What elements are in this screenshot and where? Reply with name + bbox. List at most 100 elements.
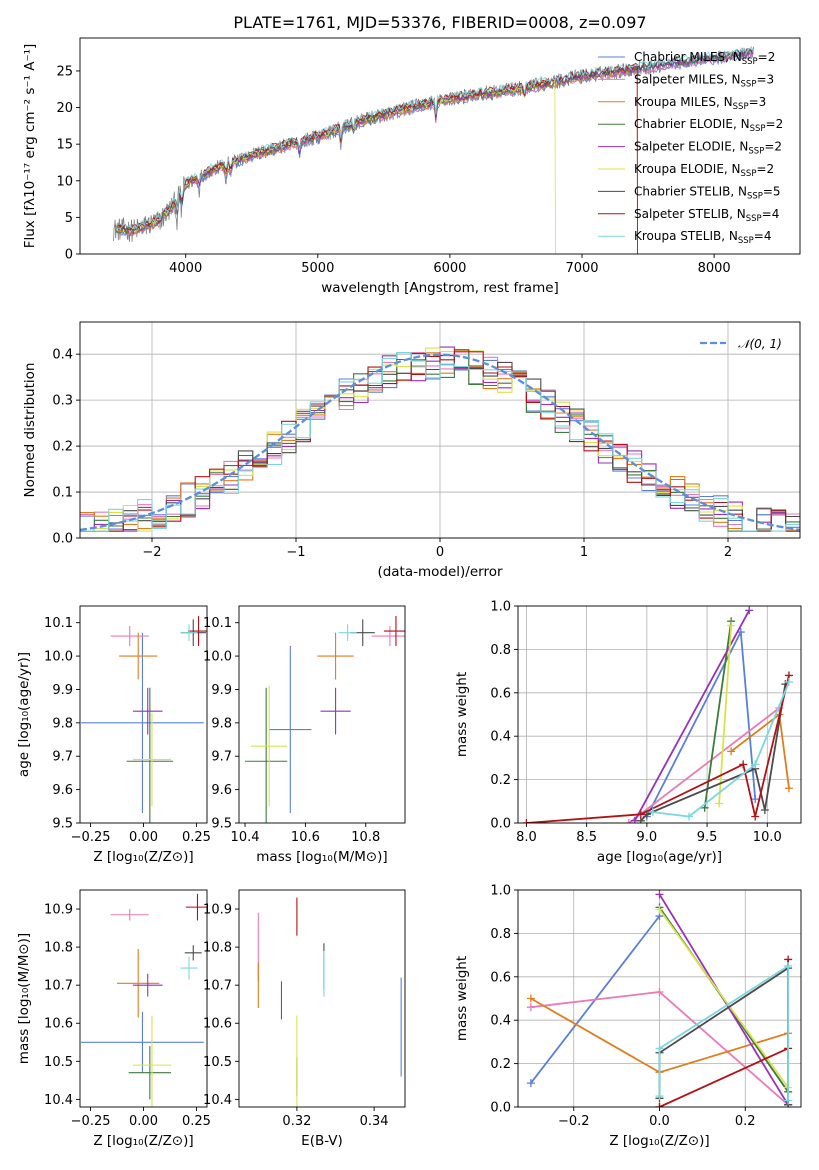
axes-frame: −0.25 0.00 0.25 10.4 10.5 10.6 10.7 10.8 10.9 Z [… — [16, 889, 211, 1149]
x-axis-label: (data-model)/error — [377, 564, 503, 580]
series-marker — [715, 799, 724, 808]
point-kroupa-stelib — [180, 956, 198, 980]
y-tick-label: 10.7 — [203, 979, 232, 994]
y-tick-label: 9.5 — [211, 817, 232, 832]
series-marker — [526, 994, 535, 1003]
series-marker — [784, 677, 793, 686]
legend-label-text: Salpeter ELODIE, N — [634, 140, 748, 154]
x-axis-label: Z [log₁₀(Z/Z⊙)] — [609, 1133, 709, 1149]
series-marker — [655, 1103, 664, 1107]
legend-label-normal: 𝒩(0, 1) — [738, 337, 782, 351]
point-kroupa-miles — [317, 632, 354, 680]
legend-label-kroupa-miles: Kroupa MILES, NSSP=3 — [634, 95, 766, 112]
legend-label-salpeter-elodie: Salpeter ELODIE, NSSP=2 — [634, 140, 782, 157]
series-marker — [751, 795, 760, 804]
legend-label-text: Chabrier STELIB, N — [634, 184, 747, 198]
point-chabrier-elodie — [126, 687, 174, 823]
legend-label-subscript: SSP — [747, 191, 763, 201]
x-tick-label: 0.32 — [282, 1114, 311, 1129]
y-tick-label: 0.6 — [490, 970, 511, 985]
y-axis-label: Flux [fλ10⁻¹⁷ erg cm⁻² s⁻¹ A⁻¹] — [22, 44, 38, 249]
point-salpeter-stelib — [185, 893, 207, 921]
point-kroupa-elodie — [251, 686, 288, 807]
legend-label-subscript: SSP — [733, 102, 749, 112]
y-tick-label: 0.4 — [52, 348, 73, 363]
point-chabrier-miles — [269, 646, 312, 813]
x-tick-label: 0.25 — [182, 830, 211, 845]
model-spectrum-kroupa-elodie — [115, 77, 557, 254]
model-spectrum-kroupa-miles — [115, 66, 638, 254]
y-tick-label: 9.9 — [211, 683, 232, 698]
axes-border — [79, 605, 208, 824]
axes-frame: 0.32 0.34 10.4 10.5 10.6 10.7 10.8 10.9 E(B-V) — [203, 889, 406, 1149]
figure-title: PLATE=1761, MJD=53376, FIBERID=0008, z=0… — [233, 13, 646, 32]
x-axis-label: E(B-V) — [301, 1133, 343, 1149]
series-marker — [751, 760, 760, 769]
legend-label-salpeter-stelib: Salpeter STELIB, NSSP=4 — [634, 207, 779, 224]
legend-label-text: Chabrier MILES, N — [634, 50, 742, 64]
legend-label-value: =4 — [762, 207, 780, 221]
y-tick-label: 0.0 — [490, 1101, 511, 1116]
x-tick-label: 10.0 — [753, 830, 782, 845]
point-kroupa-elodie — [132, 712, 172, 807]
series-marker — [760, 805, 769, 814]
x-tick-label: −2 — [142, 545, 161, 560]
legend-label-chabrier-miles: Chabrier MILES, NSSP=2 — [634, 50, 775, 67]
series-line — [658, 908, 789, 1089]
legend-label-kroupa-elodie: Kroupa ELODIE, NSSP=2 — [634, 162, 774, 179]
legend-label-text: Salpeter MILES, N — [634, 72, 741, 86]
plot-area — [526, 890, 793, 1107]
mass-vs-metallicity-panel: −0.25 0.00 0.25 10.4 10.5 10.6 10.7 10.8 10.9 Z [… — [16, 889, 211, 1149]
series-line — [646, 628, 757, 817]
plot-area — [81, 893, 207, 1107]
plot-area — [245, 616, 405, 823]
axes-frame: 10.4 10.6 10.8 9.5 9.6 9.7 9.8 9.9 10.0 10.1 mass … — [203, 605, 406, 865]
point-chabrier-miles — [81, 1011, 204, 1073]
series-marker — [636, 810, 645, 819]
y-tick-label: 10.1 — [44, 616, 73, 631]
y-tick-label: 10.5 — [44, 1055, 73, 1070]
x-tick-label: 0 — [436, 545, 444, 560]
y-tick-label: 9.8 — [52, 716, 73, 731]
residual-histogram-panel: −2 −1 0 1 2 0.0 0.1 0.2 0.3 0.4 (data-model)/error… — [22, 321, 801, 580]
axes-border — [238, 889, 406, 1108]
legend-label-value: =2 — [766, 117, 784, 131]
model-spectrum-kroupa-stelib — [115, 45, 754, 230]
legend-label-value: =2 — [764, 140, 782, 154]
y-tick-label: 0.2 — [52, 440, 73, 455]
series-marker — [727, 621, 736, 630]
series-marker — [624, 819, 633, 823]
legend-label-text: Kroupa STELIB, N — [634, 229, 738, 243]
series-marker — [739, 760, 748, 769]
x-tick-label: −0.2 — [558, 1114, 590, 1129]
legend-label-subscript: SSP — [738, 236, 754, 246]
legend-label-value: =2 — [756, 162, 774, 176]
legend-label-subscript: SSP — [741, 169, 757, 179]
y-tick-label: 10.0 — [203, 650, 232, 665]
series-kroupa-stelib — [648, 677, 793, 821]
x-tick-label: 0.2 — [735, 1114, 756, 1129]
legend-label-text: Kroupa MILES, N — [634, 95, 733, 109]
series-marker — [655, 1092, 664, 1101]
y-tick-label: 0.4 — [490, 1014, 511, 1029]
series-line — [658, 964, 789, 1101]
x-axis-label: Z [log₁₀(Z/Z⊙)] — [93, 849, 193, 865]
axes-frame: −2 −1 0 1 2 0.0 0.1 0.2 0.3 0.4 (data-model)/error… — [22, 321, 801, 580]
x-axis-label: Z [log₁₀(Z/Z⊙)] — [93, 1133, 193, 1149]
y-tick-label: 9.6 — [211, 783, 232, 798]
series-chabrier-stelib — [655, 964, 793, 1107]
y-tick-label: 10.9 — [44, 903, 73, 918]
series-marker — [685, 812, 694, 821]
point-kroupa-stelib — [180, 624, 198, 642]
y-tick-label: 25 — [56, 64, 73, 79]
legend-label-subscript: SSP — [742, 57, 758, 67]
series-marker — [784, 961, 793, 970]
plot-area — [257, 897, 402, 1107]
mass-weight-vs-metallicity-panel: −0.2 0.0 0.2 0.0 0.2 0.4 0.6 0.8 1.0 Z [log₁₀(Z/Z… — [454, 884, 802, 1149]
plot-area — [81, 616, 207, 823]
x-axis-label: wavelength [Angstrom, rest frame] — [321, 280, 559, 296]
y-axis-label: mass weight — [454, 956, 470, 1041]
series-marker — [526, 1003, 535, 1012]
x-tick-label: −0.25 — [71, 830, 111, 845]
